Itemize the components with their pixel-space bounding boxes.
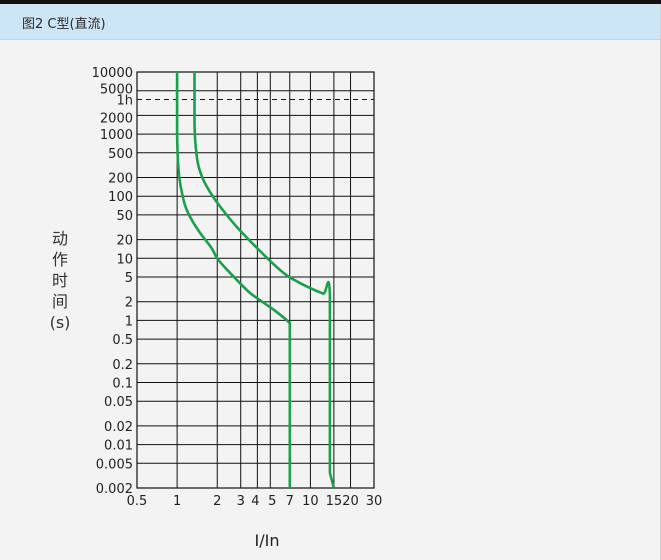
y-axis-label-char: 作: [52, 250, 68, 269]
x-tick-label: 10: [302, 494, 319, 509]
y-tick-label: 10: [116, 252, 133, 267]
y-tick-label: 20: [116, 234, 133, 249]
x-tick-label: 5: [268, 494, 276, 509]
figure-title: 图2 C型(直流): [22, 17, 106, 32]
y-axis-label-char: 时: [52, 271, 68, 290]
x-tick-label: 0.5: [127, 494, 148, 509]
x-tick-label: 20: [342, 494, 359, 509]
chart-grid: [136, 71, 375, 489]
y-tick-label: 2: [125, 296, 133, 311]
y-tick-label: 0.2: [112, 358, 133, 373]
y-tick-label: 500: [108, 147, 133, 162]
y-axis-label-char: 动: [52, 229, 68, 248]
y-tick-label: 0.5: [112, 333, 133, 348]
trip-curves: [175, 72, 336, 489]
y-tick-label: 200: [108, 172, 133, 187]
lower-trip-curve: [175, 72, 292, 488]
x-tick-label: 1: [173, 494, 181, 509]
x-tick-label: 15: [326, 494, 343, 509]
y-tick-label: 10000: [92, 66, 133, 81]
x-axis-label: I/In: [255, 531, 280, 550]
y-axis-label-char: (s): [50, 313, 71, 332]
y-tick-label: 2000: [100, 111, 133, 126]
y-tick-label: 50: [116, 209, 133, 224]
y-tick-label: 100: [108, 190, 133, 205]
title-bar: 图2 C型(直流): [0, 4, 661, 40]
y-tick-labels: 10000 5000 2000 1000 500 200 100 50 20 10 5 2 1 0.5 0.…: [92, 66, 133, 497]
y-tick-label: 5: [125, 271, 133, 286]
y-axis-label-char: 间: [52, 292, 68, 311]
y-tick-label: 1000: [100, 128, 133, 143]
top-border: [0, 0, 661, 4]
x-tick-labels: 0.5 1 2 3 4 5 7 10 15 20 30: [127, 494, 383, 509]
x-tick-label: 7: [286, 494, 294, 509]
y-tick-label: 0.05: [104, 395, 133, 410]
upper-trip-curve: [193, 72, 336, 489]
y-tick-label: 0.002: [96, 482, 133, 497]
x-tick-label: 4: [251, 494, 259, 509]
y-tick-label: 0.02: [104, 420, 133, 435]
y-tick-label: 5000: [100, 83, 133, 98]
y-tick-label: 0.01: [104, 439, 133, 454]
x-tick-label: 3: [237, 494, 245, 509]
y-tick-label: 0.005: [96, 457, 133, 472]
y-tick-label: 0.1: [112, 376, 133, 391]
y-tick-label: 1: [125, 314, 133, 329]
x-tick-label: 2: [213, 494, 221, 509]
reference-line-group: 1h: [116, 94, 374, 109]
reference-line-label: 1h: [116, 94, 133, 109]
plot-frame: [136, 71, 375, 489]
x-tick-label: 30: [366, 494, 383, 509]
